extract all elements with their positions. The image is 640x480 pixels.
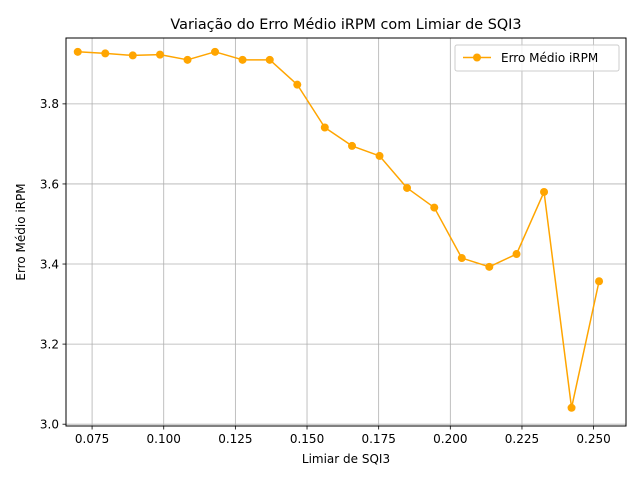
data-point xyxy=(293,80,302,89)
legend: Erro Médio iRPM xyxy=(454,44,620,72)
x-tick-label: 0.125 xyxy=(218,432,252,446)
plot-area-frame xyxy=(65,37,627,427)
data-point xyxy=(348,141,357,150)
data-point xyxy=(73,47,82,56)
grid-lines xyxy=(66,38,626,426)
data-point xyxy=(430,203,439,212)
x-axis-label: Limiar de SQI3 xyxy=(302,452,390,466)
x-tick-label: 0.175 xyxy=(361,432,395,446)
y-tick-label: 3.4 xyxy=(40,257,59,271)
data-point xyxy=(211,47,220,56)
data-point xyxy=(457,254,466,263)
legend-box xyxy=(454,44,620,72)
x-tick-label: 0.200 xyxy=(433,432,467,446)
series-group xyxy=(73,47,604,412)
chart-title: Variação do Erro Médio iRPM com Limiar d… xyxy=(170,17,521,33)
y-axis-label: Erro Médio iRPM xyxy=(14,183,28,280)
data-point xyxy=(540,187,549,196)
x-tick-label: 0.075 xyxy=(75,432,109,446)
data-point xyxy=(375,151,384,160)
data-point xyxy=(183,55,192,64)
x-tick-label: 0.150 xyxy=(290,432,324,446)
x-tick-label: 0.100 xyxy=(147,432,181,446)
data-point xyxy=(485,262,494,271)
y-tick-label: 3.2 xyxy=(40,337,59,351)
data-point xyxy=(265,55,274,64)
y-tick-label: 3.6 xyxy=(40,177,59,191)
legend-label: Erro Médio iRPM xyxy=(501,51,598,65)
data-point xyxy=(156,50,165,59)
series-line xyxy=(77,51,600,409)
legend-marker-swatch xyxy=(473,53,481,62)
data-point xyxy=(512,250,521,259)
y-tick-label: 3.0 xyxy=(40,417,59,431)
data-point xyxy=(403,183,412,192)
data-point xyxy=(101,49,110,58)
data-point xyxy=(238,55,247,64)
x-tick-label: 0.225 xyxy=(505,432,539,446)
data-point xyxy=(595,277,604,286)
data-point xyxy=(567,403,576,412)
axis-ticks: 0.075 0.100 0.125 0.150 0.175 0.200 0.225 0.250… xyxy=(40,97,611,446)
x-tick-label: 0.250 xyxy=(576,432,610,446)
y-tick-label: 3.8 xyxy=(40,97,59,111)
data-point xyxy=(320,123,329,132)
data-point xyxy=(128,51,137,60)
